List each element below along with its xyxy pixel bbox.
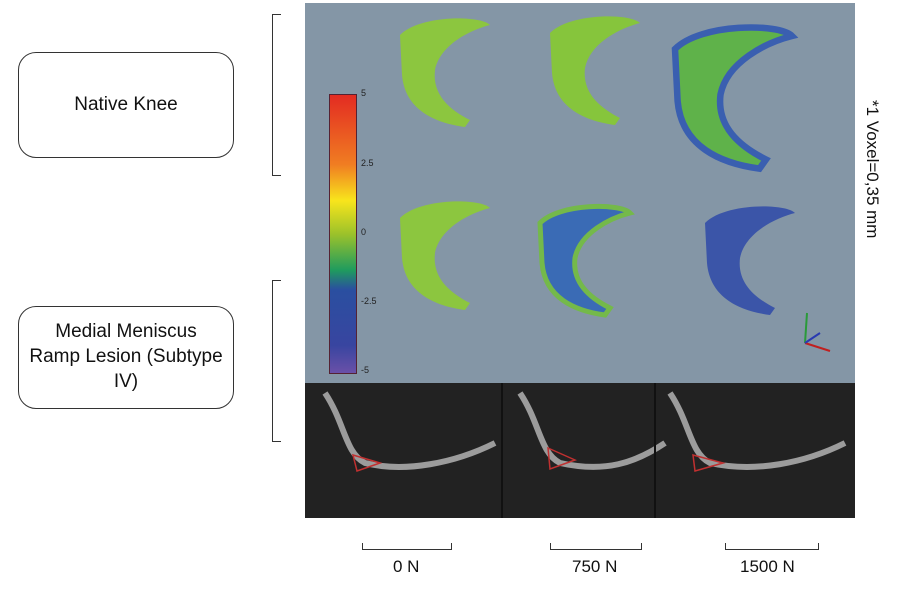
native-knee-text: Native Knee xyxy=(74,93,178,115)
ramp-lesion-text: Medial Meniscus Ramp Lesion (Subtype IV) xyxy=(29,321,223,392)
meniscus-lesion-0N xyxy=(400,201,490,310)
native-bracket xyxy=(272,14,281,176)
meniscus-lesion-1500N xyxy=(705,206,795,315)
mri-images xyxy=(322,383,847,518)
colorbar-tick: -2.5 xyxy=(361,296,377,306)
meniscus-native-1500N xyxy=(675,27,792,168)
native-knee-label: Native Knee xyxy=(18,52,234,158)
colorbar-tick: 0 xyxy=(361,227,367,237)
lesion-marker xyxy=(547,446,578,471)
scale-bar xyxy=(362,543,452,550)
meniscus-native-0N xyxy=(400,18,490,127)
scale-bar xyxy=(550,543,642,550)
load-label-750N: 750 N xyxy=(572,557,618,576)
scale-bar xyxy=(725,543,819,550)
load-label-0N: 0 N xyxy=(393,557,420,576)
voxel-note: *1 Voxel=0,35 mm xyxy=(863,100,882,239)
meniscus-native-750N xyxy=(550,16,640,125)
lesion-marker xyxy=(692,453,726,472)
meniscus-maps xyxy=(400,16,831,352)
axis-triad-icon xyxy=(804,312,831,352)
meniscus-lesion-750N xyxy=(540,206,630,315)
colorbar-tick: 5 xyxy=(361,88,367,98)
lesion-marker xyxy=(351,453,383,472)
colorbar xyxy=(329,94,357,374)
colorbar-tick: -5 xyxy=(361,365,370,375)
mri-strip xyxy=(305,383,855,518)
deformation-map-panel: 5 2.5 0 -2.5 -5 xyxy=(305,3,855,383)
ramp-lesion-label: Medial Meniscus Ramp Lesion (Subtype IV) xyxy=(18,306,234,409)
colorbar-tick: 2.5 xyxy=(361,158,374,168)
lesion-bracket xyxy=(272,280,281,442)
load-label-1500N: 1500 N xyxy=(740,557,795,576)
